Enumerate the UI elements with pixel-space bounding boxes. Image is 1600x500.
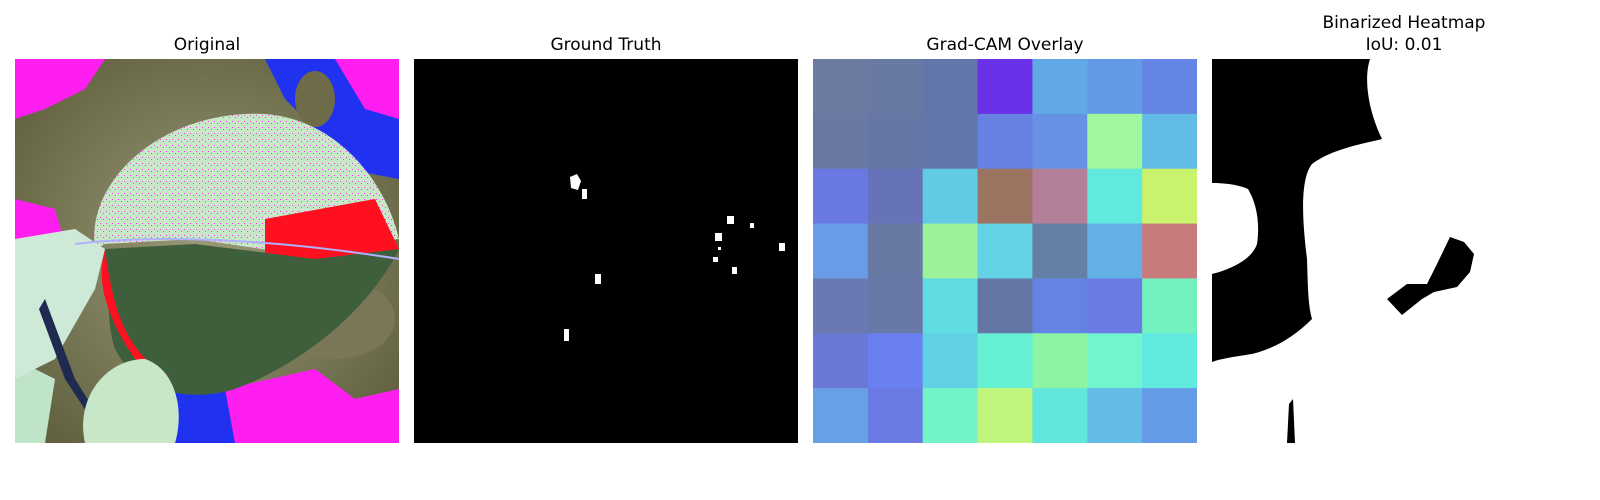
gradcam-cell-5-5 (1087, 333, 1143, 389)
gradcam-cell-6-6 (1142, 388, 1197, 443)
binarized-heatmap-image (1212, 59, 1596, 443)
gradcam-cell-5-4 (1032, 333, 1088, 389)
gradcam-cell-6-3 (977, 388, 1034, 443)
gradcam-cell-0-2 (922, 59, 979, 115)
gradcam-cell-0-6 (1142, 59, 1197, 115)
original-title: Original (173, 35, 241, 55)
gradcam-cell-4-0 (813, 278, 869, 334)
gradcam-cell-2-2 (922, 168, 979, 225)
gradcam-cell-0-3 (977, 59, 1034, 115)
gradcam-cell-1-6 (1142, 113, 1197, 170)
gradcam-cell-3-0 (813, 223, 869, 280)
gradcam-cell-0-1 (867, 59, 924, 115)
binarized-heatmap (1212, 59, 1596, 443)
gradcam-cell-2-0 (813, 168, 869, 225)
gradcam-cell-4-2 (922, 278, 979, 334)
gradcam-cell-6-1 (867, 388, 924, 443)
gradcam-cell-2-6 (1142, 168, 1197, 225)
gradcam-cell-5-3 (977, 333, 1034, 389)
gradcam-cell-5-2 (922, 333, 979, 389)
gradcam-cell-5-1 (867, 333, 924, 389)
gradcam-cell-2-1 (867, 168, 924, 225)
original-leaf-image (15, 59, 399, 443)
gradcam-cell-3-1 (867, 223, 924, 280)
gradcam-cell-1-4 (1032, 113, 1088, 170)
gradcam-cell-1-3 (977, 113, 1034, 170)
gradcam-cell-6-4 (1032, 388, 1088, 443)
gradcam-cell-4-3 (977, 278, 1034, 334)
gradcam-cell-3-3 (977, 223, 1034, 280)
gradcam-cell-0-4 (1032, 59, 1088, 115)
gradcam-cell-4-1 (867, 278, 924, 334)
gradcam-cell-6-2 (922, 388, 979, 443)
gradcam-cell-1-5 (1087, 113, 1143, 170)
gradcam-title: Grad-CAM Overlay (926, 35, 1084, 55)
gradcam-cell-5-6 (1142, 333, 1197, 389)
gradcam-cell-3-2 (922, 223, 979, 280)
gradcam-cell-0-5 (1087, 59, 1143, 115)
gradcam-grid (813, 59, 1197, 443)
gradcam-cell-3-4 (1032, 223, 1088, 280)
gradcam-cell-3-5 (1087, 223, 1143, 280)
original-image (15, 59, 399, 443)
gradcam-cell-2-3 (977, 168, 1034, 225)
gradcam-cell-2-5 (1087, 168, 1143, 225)
ground-truth-mask (414, 59, 798, 443)
gradcam-cell-6-0 (813, 388, 869, 443)
gradcam-cell-4-6 (1142, 278, 1197, 334)
gradcam-cell-4-5 (1087, 278, 1143, 334)
gradcam-cell-5-0 (813, 333, 869, 389)
gradcam-cell-1-2 (922, 113, 979, 170)
iou-score: IoU: 0.01 (1365, 35, 1443, 55)
gradcam-cell-2-4 (1032, 168, 1088, 225)
gradcam-cell-1-1 (867, 113, 924, 170)
gradcam-cell-3-6 (1142, 223, 1197, 280)
ground-truth-title: Ground Truth (550, 35, 662, 55)
ground-truth-mask-image (414, 59, 798, 443)
binarized-title: Binarized Heatmap IoU: 0.01 (1194, 12, 1600, 56)
gradcam-cell-6-5 (1087, 388, 1143, 443)
gradcam-cell-1-0 (813, 113, 869, 170)
gradcam-cell-4-4 (1032, 278, 1088, 334)
binarized-title-line1: Binarized Heatmap (1322, 13, 1486, 33)
gradcam-cell-0-0 (813, 59, 869, 115)
gradcam-overlay (813, 59, 1197, 443)
